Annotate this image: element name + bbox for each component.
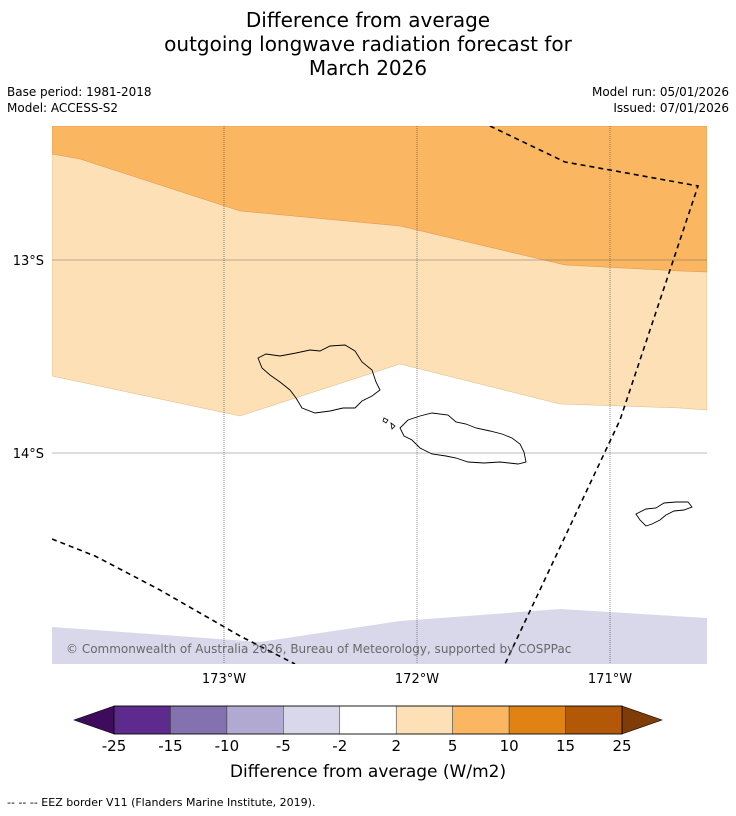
- lat-label-13s: 13°S: [13, 254, 44, 269]
- issued-date: Issued: 07/01/2026: [613, 101, 729, 115]
- colorbar-under-arrow: [73, 705, 115, 735]
- colorbar-swatch: [226, 705, 284, 735]
- colorbar-swatch: [565, 705, 623, 735]
- island-apolima: [390, 422, 396, 430]
- colorbar-tick-label: -5: [276, 737, 291, 755]
- island-upolu: [399, 412, 527, 465]
- colorbar: -25 -15 -10 -5 -2 2 5 10 15 25: [73, 705, 663, 755]
- lon-label-173w: 173°W: [202, 672, 246, 687]
- title-line-3: March 2026: [308, 56, 428, 80]
- model-name: Model: ACCESS-S2: [7, 101, 119, 115]
- lon-label-172w: 172°W: [395, 672, 439, 687]
- colorbar-swatch: [170, 705, 228, 735]
- chart-title: Difference from average outgoing longwav…: [0, 8, 736, 80]
- anomaly-region-5-10: [52, 126, 707, 273]
- colorbar-swatch: [113, 705, 171, 735]
- lon-label-171w: 171°W: [588, 672, 632, 687]
- meta-right: Model run: 05/01/2026 Issued: 07/01/2026: [592, 84, 729, 116]
- forecast-map: © Commonwealth of Australia 2026, Bureau…: [13, 126, 707, 755]
- colorbar-tick-label: 15: [556, 737, 575, 755]
- colorbar-swatch: [452, 705, 510, 735]
- colorbar-tick-label: -25: [102, 737, 127, 755]
- colorbar-swatch: [508, 705, 566, 735]
- anomaly-region-minus5-minus2: [52, 609, 707, 664]
- colorbar-tick-label: 10: [500, 737, 519, 755]
- colorbar-tick-label: 25: [612, 737, 631, 755]
- eez-border-south: [52, 538, 296, 664]
- colorbar-swatch: [395, 705, 453, 735]
- title-line-2: outgoing longwave radiation forecast for: [164, 32, 572, 56]
- island-manono: [382, 417, 389, 424]
- colorbar-outline: [113, 705, 623, 735]
- colorbar-tick-label: -15: [158, 737, 183, 755]
- base-period: Base period: 1981-2018: [7, 85, 152, 99]
- copyright-notice: © Commonwealth of Australia 2026, Bureau…: [66, 642, 571, 656]
- title-line-1: Difference from average: [245, 8, 491, 32]
- colorbar-tick-label: -2: [332, 737, 347, 755]
- model-run: Model run: 05/01/2026: [591, 85, 729, 99]
- eez-footnote: -- -- -- EEZ border V11 (Flanders Marine…: [7, 796, 316, 809]
- colorbar-tick-label: 5: [448, 737, 458, 755]
- lat-label-14s: 14°S: [13, 447, 44, 462]
- colorbar-swatch: [283, 705, 341, 735]
- colorbar-tick-label: 2: [391, 737, 401, 755]
- eez-border-east: [489, 126, 700, 664]
- meta-left: Base period: 1981-2018 Model: ACCESS-S2: [7, 84, 152, 116]
- colorbar-swatch: [339, 705, 397, 735]
- colorbar-label: Difference from average (W/m2): [229, 762, 507, 782]
- colorbar-tick-label: -10: [215, 737, 240, 755]
- island-savaii: [257, 344, 381, 414]
- island-tutuila: [635, 501, 693, 527]
- colorbar-over-arrow: [621, 705, 663, 735]
